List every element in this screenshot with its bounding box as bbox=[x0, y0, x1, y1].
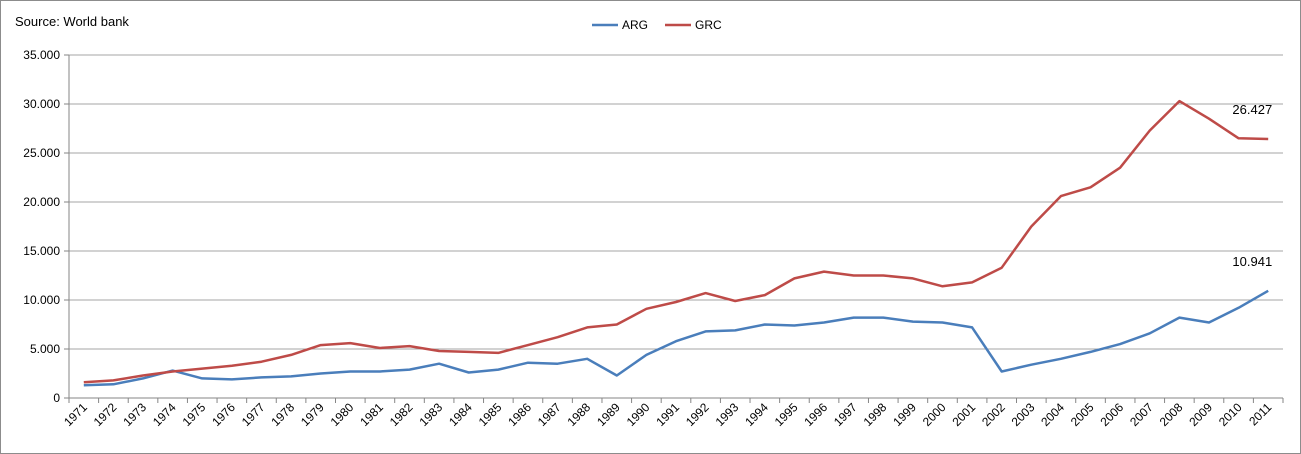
x-tick-label: 1999 bbox=[890, 400, 919, 429]
x-tick-label: 2005 bbox=[1068, 400, 1097, 429]
data-label-grc: 26.427 bbox=[1232, 102, 1272, 117]
x-tick-label: 1977 bbox=[239, 400, 268, 429]
x-tick-label: 1980 bbox=[328, 400, 357, 429]
x-tick-label: 2001 bbox=[949, 400, 978, 429]
x-tick-label: 1974 bbox=[150, 400, 179, 429]
x-tick-label: 2004 bbox=[1038, 400, 1067, 429]
x-tick-label: 1981 bbox=[357, 400, 386, 429]
x-tick-label: 1992 bbox=[683, 400, 712, 429]
x-tick-label: 1984 bbox=[446, 400, 475, 429]
x-tick-label: 2000 bbox=[920, 400, 949, 429]
x-tick-label: 1982 bbox=[387, 400, 416, 429]
x-tick-label: 1991 bbox=[653, 400, 682, 429]
x-tick-label: 1986 bbox=[505, 400, 534, 429]
legend-label-grc: GRC bbox=[695, 18, 722, 32]
x-tick-label: 1983 bbox=[416, 400, 445, 429]
x-tick-label: 1993 bbox=[713, 400, 742, 429]
y-tick-label: 0 bbox=[53, 391, 60, 405]
x-tick-label: 1997 bbox=[831, 400, 860, 429]
x-tick-label: 1998 bbox=[861, 400, 890, 429]
x-tick-label: 2009 bbox=[1186, 400, 1215, 429]
x-tick-label: 1988 bbox=[565, 400, 594, 429]
x-tick-label: 1979 bbox=[298, 400, 327, 429]
x-tick-label: 2008 bbox=[1157, 400, 1186, 429]
x-tick-label: 1976 bbox=[209, 400, 238, 429]
x-tick-label: 1995 bbox=[772, 400, 801, 429]
y-tick-label: 10.000 bbox=[23, 293, 60, 307]
x-tick-label: 2007 bbox=[1127, 400, 1156, 429]
series-line-grc bbox=[83, 99, 1269, 384]
data-label-arg: 10.941 bbox=[1232, 254, 1272, 269]
x-tick-label: 1972 bbox=[91, 400, 120, 429]
x-tick-label: 1978 bbox=[268, 400, 297, 429]
x-tick-label: 1985 bbox=[476, 400, 505, 429]
y-tick-label: 30.000 bbox=[23, 97, 60, 111]
x-tick-label: 1975 bbox=[180, 400, 209, 429]
x-tick-label: 1989 bbox=[594, 400, 623, 429]
x-tick-label: 1987 bbox=[535, 400, 564, 429]
y-tick-label: 5.000 bbox=[30, 342, 60, 356]
x-tick-label: 2002 bbox=[979, 400, 1008, 429]
legend-label-arg: ARG bbox=[622, 18, 648, 32]
x-tick-label: 1973 bbox=[120, 400, 149, 429]
y-tick-label: 15.000 bbox=[23, 244, 60, 258]
x-tick-label: 1996 bbox=[801, 400, 830, 429]
x-tick-label: 1990 bbox=[624, 400, 653, 429]
y-tick-label: 35.000 bbox=[23, 48, 60, 62]
x-tick-label: 1971 bbox=[61, 400, 90, 429]
x-tick-label: 2003 bbox=[1009, 400, 1038, 429]
series-line-arg bbox=[83, 289, 1269, 387]
y-tick-label: 20.000 bbox=[23, 195, 60, 209]
y-tick-label: 25.000 bbox=[23, 146, 60, 160]
x-tick-label: 2006 bbox=[1097, 400, 1126, 429]
source-note: Source: World bank bbox=[15, 14, 129, 29]
x-tick-label: 1994 bbox=[742, 400, 771, 429]
x-tick-label: 2011 bbox=[1246, 400, 1274, 428]
x-tick-label: 2010 bbox=[1216, 400, 1245, 429]
